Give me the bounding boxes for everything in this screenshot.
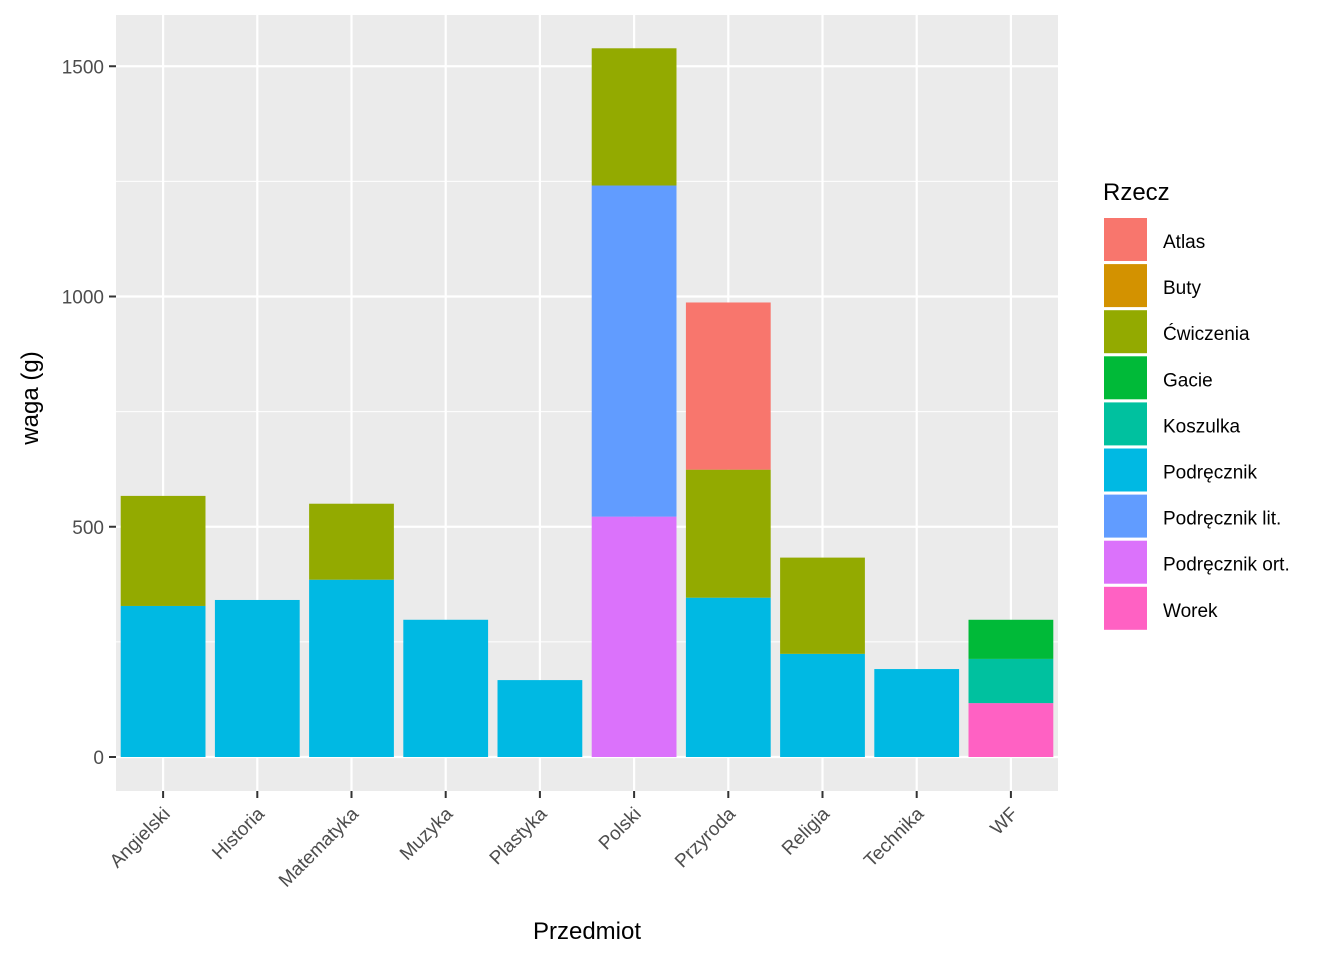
legend-swatch <box>1104 402 1147 446</box>
bar-segment-muzyka-podręcznik <box>403 619 489 757</box>
legend-item: Buty <box>1104 264 1202 308</box>
legend-label: Gacie <box>1163 370 1213 391</box>
bar-segment-technika-podręcznik <box>874 669 960 757</box>
legend-swatch <box>1104 218 1147 261</box>
legend-label: Buty <box>1163 278 1202 299</box>
bar-segment-angielski-ćwiczenia <box>120 495 206 606</box>
x-tick-label: Historia <box>208 803 269 864</box>
legend-label: Koszulka <box>1163 416 1241 437</box>
bar-segment-polski-podręcznik-lit- <box>591 185 677 517</box>
legend-swatch <box>1104 540 1147 584</box>
bar-segment-plastyka-podręcznik <box>497 680 583 757</box>
legend-swatch <box>1104 356 1147 400</box>
legend-swatch <box>1104 586 1147 630</box>
legend-label: Ćwiczenia <box>1163 323 1250 345</box>
y-tick-label: 0 <box>93 748 104 769</box>
x-tick-label: Religia <box>778 803 834 859</box>
bar-segment-wf-koszulka <box>968 658 1054 704</box>
legend-item: Gacie <box>1104 356 1213 400</box>
legend: Rzecz Atlas Buty Ćwiczenia Gacie Koszulka Pod… <box>1103 179 1290 630</box>
legend-swatch <box>1104 264 1147 308</box>
x-tick-label: Muzyka <box>396 803 457 864</box>
y-tick-label: 1000 <box>62 288 104 309</box>
legend-item: Koszulka <box>1104 402 1241 446</box>
x-tick-label: Matematyka <box>275 803 363 891</box>
legend-label: Worek <box>1163 601 1218 622</box>
bar-segment-polski-podręcznik-ort- <box>591 516 677 757</box>
bar-segment-angielski-podręcznik <box>120 605 206 757</box>
y-tick-label: 1500 <box>62 57 104 78</box>
bar-segment-historia-podręcznik <box>214 599 300 757</box>
legend-item: Podręcznik <box>1104 448 1257 492</box>
legend-item: Atlas <box>1104 218 1205 261</box>
bar-segment-przyroda-atlas <box>685 302 771 470</box>
x-tick-label: WF <box>987 804 1023 840</box>
legend-item: Podręcznik ort. <box>1104 540 1290 584</box>
x-axis: Angielski Historia Matematyka Muzyka Plastyk… <box>106 791 1022 892</box>
legend-item: Worek <box>1104 586 1218 630</box>
x-tick-label: Polski <box>595 804 646 855</box>
x-tick-label: Technika <box>860 803 928 871</box>
legend-label: Podręcznik ort. <box>1163 555 1290 576</box>
bar-segment-matematyka-ćwiczenia <box>309 503 394 580</box>
x-tick-label: Przyroda <box>671 803 740 872</box>
x-axis-title: Przedmiot <box>533 918 641 945</box>
bar-segment-polski-ćwiczenia <box>591 48 677 186</box>
bar-segment-religia-ćwiczenia <box>780 557 865 654</box>
bar-segment-religia-podręcznik <box>780 653 865 757</box>
legend-swatch <box>1104 494 1147 538</box>
legend-swatch <box>1104 310 1147 354</box>
legend-item: Ćwiczenia <box>1104 310 1250 354</box>
legend-item: Podręcznik lit. <box>1104 494 1281 538</box>
y-axis-title: waga (g) <box>17 351 44 445</box>
bar-segment-przyroda-ćwiczenia <box>685 469 771 598</box>
bar-segment-matematyka-podręcznik <box>309 579 394 757</box>
legend-swatch <box>1104 448 1147 492</box>
x-tick-label: Angielski <box>106 804 175 873</box>
bar-segment-przyroda-podręcznik <box>685 597 771 757</box>
x-tick-label: Plastyka <box>486 803 552 869</box>
bar-segment-wf-worek <box>968 703 1054 757</box>
legend-label: Podręcznik lit. <box>1163 509 1281 530</box>
y-tick-label: 500 <box>72 518 104 539</box>
legend-label: Podręcznik <box>1163 463 1257 484</box>
bars <box>120 48 1054 757</box>
bar-segment-wf-gacie <box>968 619 1054 659</box>
legend-label: Atlas <box>1163 232 1205 253</box>
legend-title: Rzecz <box>1103 179 1170 206</box>
y-axis: 0 500 1000 1500 <box>62 57 116 769</box>
